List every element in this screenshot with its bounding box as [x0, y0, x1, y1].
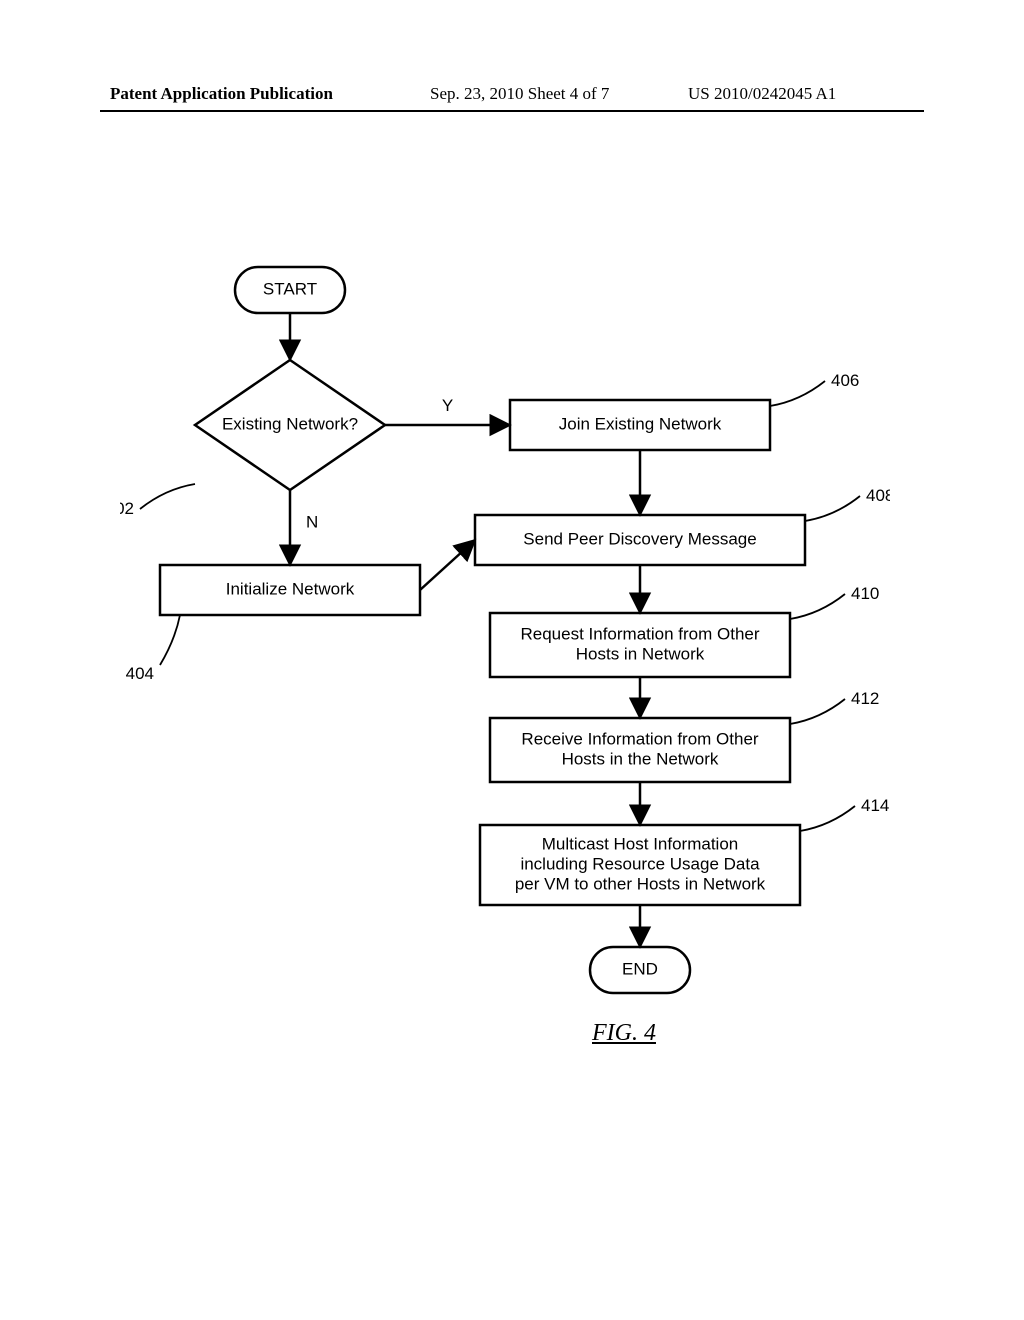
- node-request: Request Information from OtherHosts in N…: [490, 584, 879, 677]
- svg-text:END: END: [622, 959, 658, 978]
- svg-text:Existing Network?: Existing Network?: [222, 414, 358, 433]
- flowchart: Y N START Existing Network? 402 Initialize N…: [120, 250, 890, 1070]
- svg-text:Request Information from Other: Request Information from Other: [520, 624, 759, 643]
- node-send: Send Peer Discovery Message 408: [475, 486, 890, 565]
- edge-decision-join: Y: [385, 396, 510, 425]
- svg-text:402: 402: [120, 499, 134, 518]
- page: Patent Application Publication Sep. 23, …: [0, 0, 1024, 1320]
- svg-text:Hosts in Network: Hosts in Network: [576, 644, 705, 663]
- svg-text:START: START: [263, 279, 317, 298]
- node-multicast: Multicast Host Informationincluding Reso…: [480, 796, 889, 905]
- svg-text:404: 404: [126, 664, 154, 683]
- edge-init-send: [420, 540, 475, 590]
- svg-text:414: 414: [861, 796, 889, 815]
- svg-text:Multicast Host Information: Multicast Host Information: [542, 834, 739, 853]
- node-receive: Receive Information from OtherHosts in t…: [490, 689, 879, 782]
- svg-text:per VM to other Hosts in Netwo: per VM to other Hosts in Network: [515, 874, 766, 893]
- header-rule: [100, 110, 924, 112]
- svg-text:406: 406: [831, 371, 859, 390]
- svg-text:408: 408: [866, 486, 890, 505]
- figure-label: FIG. 4: [592, 1020, 656, 1047]
- node-end: END: [590, 947, 690, 993]
- svg-text:Hosts in the Network: Hosts in the Network: [562, 749, 719, 768]
- svg-text:410: 410: [851, 584, 879, 603]
- svg-text:Y: Y: [442, 396, 453, 415]
- header-left: Patent Application Publication: [110, 84, 333, 104]
- svg-text:Send Peer Discovery Message: Send Peer Discovery Message: [523, 529, 756, 548]
- header-right: US 2010/0242045 A1: [688, 84, 836, 104]
- svg-text:Join Existing Network: Join Existing Network: [559, 414, 722, 433]
- node-init: Initialize Network 404: [126, 565, 420, 683]
- header-center: Sep. 23, 2010 Sheet 4 of 7: [430, 84, 609, 104]
- node-decision: Existing Network? 402: [120, 360, 385, 518]
- svg-text:N: N: [306, 513, 318, 532]
- node-join: Join Existing Network 406: [510, 371, 859, 450]
- edge-decision-init: N: [290, 490, 318, 565]
- svg-text:412: 412: [851, 689, 879, 708]
- svg-text:Initialize Network: Initialize Network: [226, 579, 355, 598]
- node-start: START: [235, 267, 345, 313]
- svg-text:Receive Information from Other: Receive Information from Other: [521, 729, 758, 748]
- svg-text:including Resource Usage Data: including Resource Usage Data: [520, 854, 760, 873]
